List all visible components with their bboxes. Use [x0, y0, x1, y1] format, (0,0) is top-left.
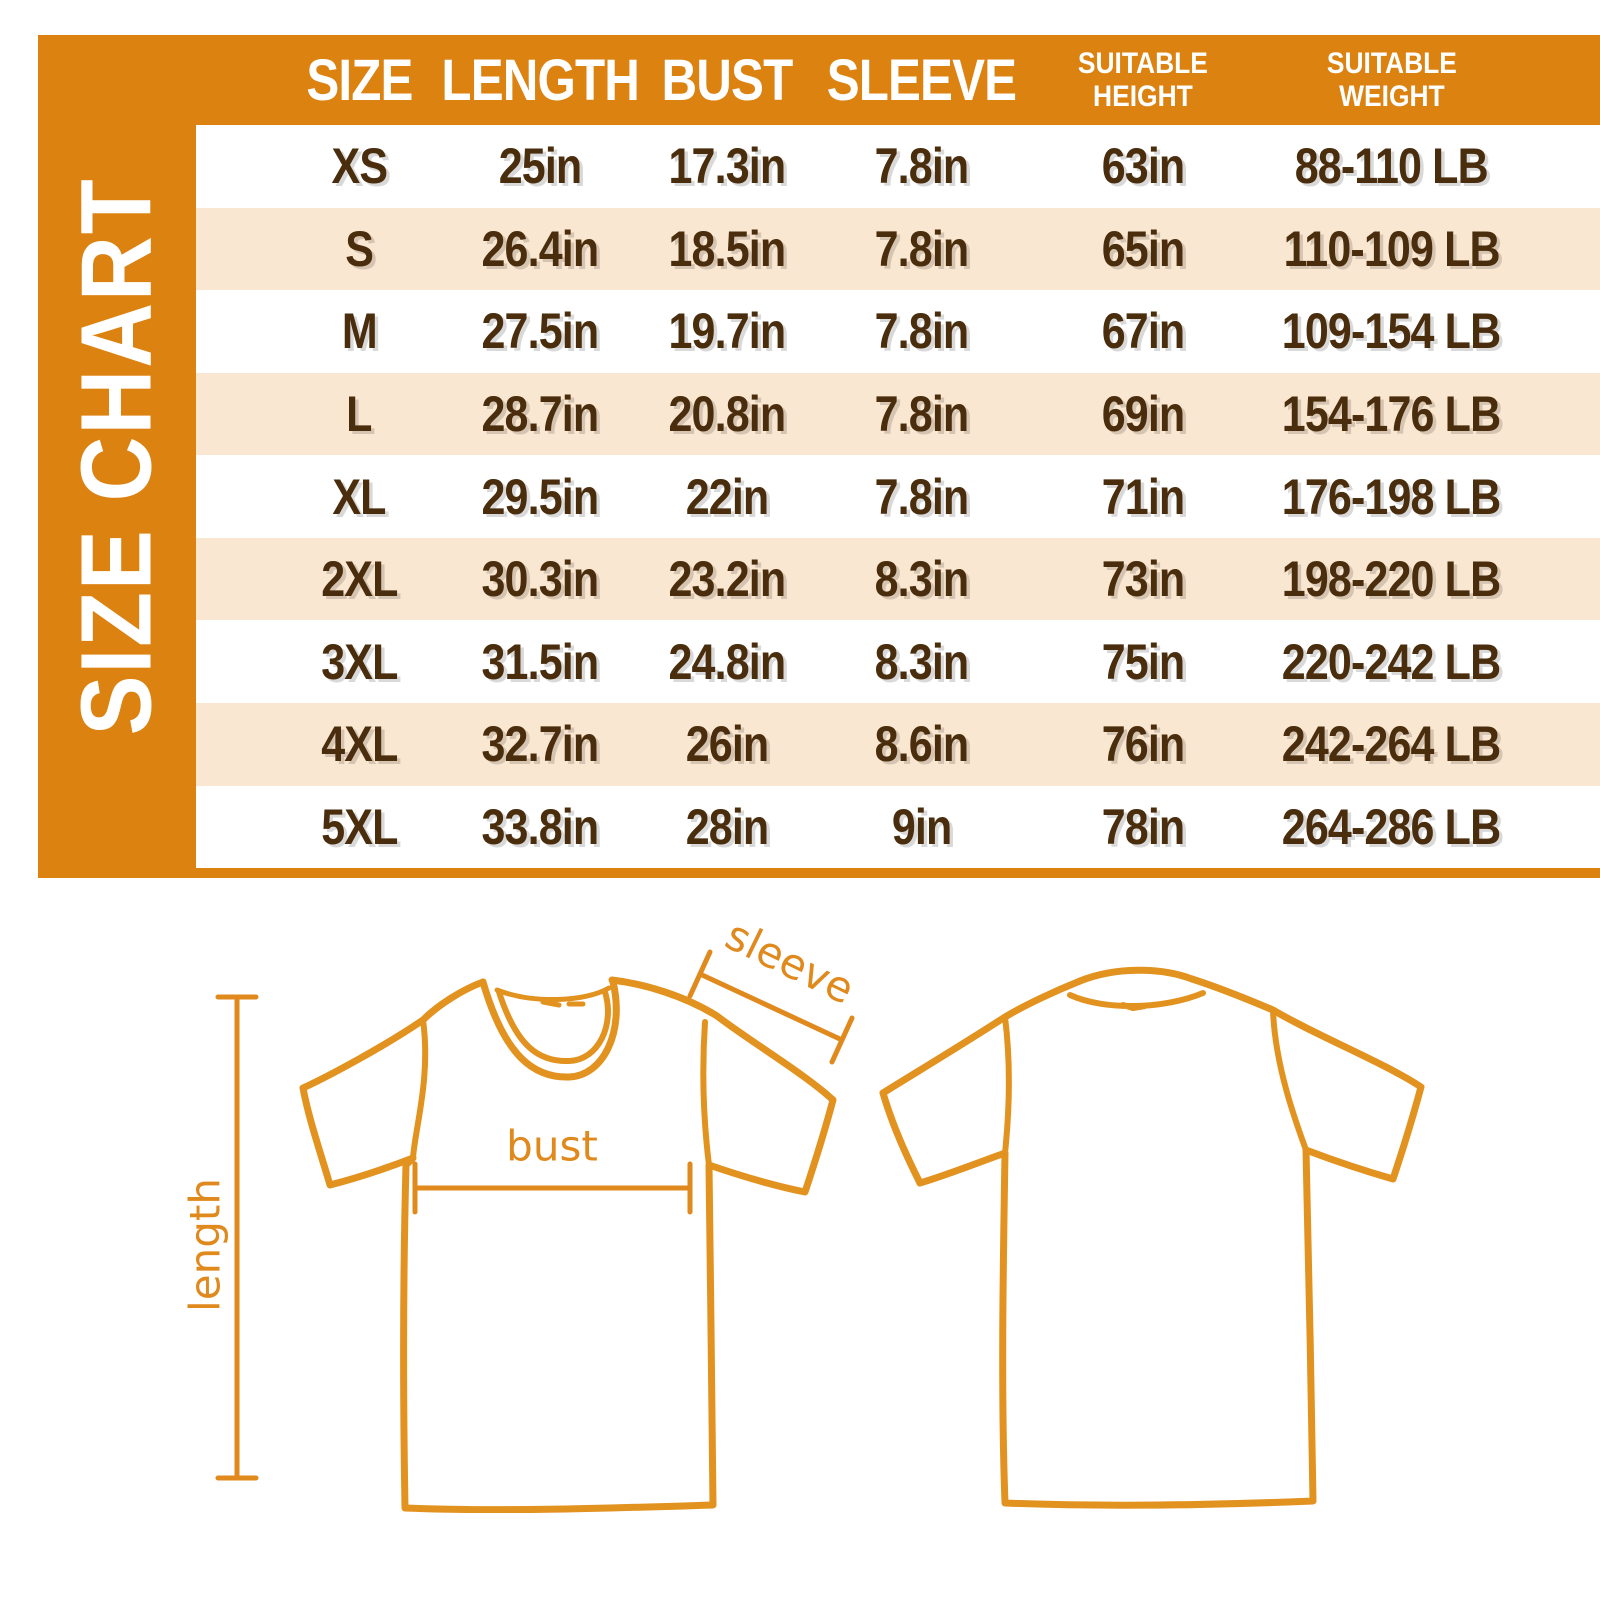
- height-cell: 65in: [1101, 220, 1185, 277]
- sleeve-cell: 7.8in: [874, 220, 970, 277]
- weight-cell: 198-220 LB: [1282, 551, 1501, 608]
- length-cell: 32.7in: [481, 716, 600, 773]
- size-cell: 2XL: [321, 551, 398, 608]
- bust-cell: 24.8in: [668, 633, 786, 690]
- size-cell: S: [345, 220, 374, 277]
- front-armhole-seam-right: [700, 1019, 712, 1168]
- page-title: SIZE CHART: [60, 177, 173, 736]
- weight-cell: 154-176 LB: [1282, 385, 1501, 442]
- column-header-suitable-height: SUITABLE HEIGHT: [1077, 47, 1208, 113]
- front-collar-inner: [496, 989, 611, 1065]
- bust-cell: 20.8in: [668, 385, 786, 442]
- back-collar-band-top: [1076, 966, 1196, 985]
- sleeve-cell: 8.6in: [874, 716, 970, 773]
- front-outline: [299, 976, 837, 1513]
- weight-cell: 242-264 LB: [1282, 716, 1501, 773]
- weight-cell: 109-154 LB: [1282, 303, 1501, 360]
- height-cell: 69in: [1101, 385, 1185, 442]
- column-header-length: LENGTH: [441, 47, 639, 113]
- table-row-s: S 26.4in 18.5in 7.8in 65in 110-109 LB: [196, 207, 1600, 291]
- length-cell: 33.8in: [481, 798, 600, 855]
- size-cell: M: [341, 303, 378, 360]
- table-row-4xl: 4XL 32.7in 26in 8.6in 76in 242-264 LB: [196, 702, 1600, 786]
- table-row-l: L 28.7in 20.8in 7.8in 69in 154-176 LB: [196, 372, 1600, 456]
- back-armhole-seam-left: [1002, 1014, 1012, 1156]
- size-table: SIZE LENGTH BUST SLEEVE SUITABLE HEIGHT S…: [196, 35, 1600, 878]
- bust-label: bust: [506, 1121, 598, 1171]
- weight-cell: 264-286 LB: [1282, 798, 1501, 855]
- sleeve-cell: 7.8in: [874, 385, 970, 442]
- bust-cell: 22in: [685, 468, 768, 525]
- size-cell: 4XL: [321, 716, 398, 773]
- sleeve-cell: 8.3in: [874, 551, 970, 608]
- weight-cell: 220-242 LB: [1282, 633, 1501, 690]
- column-header-sleeve: SLEEVE: [827, 47, 1017, 113]
- front-collar-outer: [479, 978, 620, 1081]
- table-header-row: SIZE LENGTH BUST SLEEVE SUITABLE HEIGHT S…: [196, 35, 1600, 125]
- weight-cell: 110-109 LB: [1283, 220, 1500, 277]
- back-collar-band-bottom: [1067, 990, 1206, 1011]
- length-cell: 26.4in: [481, 220, 600, 277]
- height-cell: 76in: [1101, 716, 1185, 773]
- size-cell: XS: [331, 138, 388, 195]
- sleeve-cell: 8.3in: [874, 633, 970, 690]
- bust-cell: 26in: [685, 716, 768, 773]
- size-cell: L: [346, 385, 372, 442]
- height-cell: 71in: [1101, 468, 1185, 525]
- table-body: XS 25in 17.3in 7.8in 63in 88-110 LB S 26…: [196, 125, 1600, 869]
- length-cell: 27.5in: [481, 303, 600, 360]
- bust-cell: 28in: [685, 798, 768, 855]
- tshirt-back-drawing: [879, 966, 1425, 1509]
- length-cell: 28.7in: [481, 385, 600, 442]
- sleeve-cell: 7.8in: [874, 303, 970, 360]
- size-chart-block: SIZE CHART SIZE LENGTH BUST SLEEVE SUITA…: [38, 35, 1600, 878]
- back-armhole-seam-right: [1270, 1007, 1309, 1153]
- table-row-3xl: 3XL 31.5in 24.8in 8.3in 75in 220-242 LB: [196, 620, 1600, 703]
- size-cell: 5XL: [321, 798, 398, 855]
- length-cell: 29.5in: [481, 468, 600, 525]
- bust-cell: 23.2in: [668, 551, 786, 608]
- sidebar: SIZE CHART: [38, 35, 196, 878]
- table-row-xl: XL 29.5in 22in 7.8in 71in 176-198 LB: [196, 455, 1600, 538]
- bust-cell: 19.7in: [668, 303, 786, 360]
- height-cell: 67in: [1101, 303, 1185, 360]
- column-header-bust: BUST: [661, 47, 793, 113]
- length-label: length: [180, 1178, 230, 1312]
- size-cell: XL: [332, 468, 387, 525]
- height-cell: 73in: [1101, 551, 1185, 608]
- front-armhole-seam-left: [410, 1017, 429, 1161]
- sleeve-cell: 7.8in: [874, 468, 970, 525]
- length-cell: 30.3in: [481, 551, 600, 608]
- height-cell: 78in: [1101, 798, 1185, 855]
- front-collar-top-line: [494, 985, 612, 1008]
- weight-cell: 176-198 LB: [1282, 468, 1501, 525]
- length-cell: 31.5in: [481, 633, 600, 690]
- size-cell: 3XL: [321, 633, 398, 690]
- sleeve-cell: 7.8in: [874, 138, 970, 195]
- column-header-size: SIZE: [306, 47, 413, 113]
- bust-cell: 18.5in: [668, 220, 786, 277]
- height-cell: 75in: [1101, 633, 1185, 690]
- table-row-5xl: 5XL 33.8in 28in 9in 78in 264-286 LB: [196, 785, 1600, 869]
- table-row-2xl: 2XL 30.3in 23.2in 8.3in 73in 198-220 LB: [196, 537, 1600, 621]
- table-row-xs: XS 25in 17.3in 7.8in 63in 88-110 LB: [196, 125, 1600, 208]
- tshirt-front-drawing: [299, 976, 837, 1513]
- table-row-m: M 27.5in 19.7in 7.8in 67in 109-154 LB: [196, 290, 1600, 373]
- back-outline: [879, 975, 1425, 1509]
- height-cell: 63in: [1101, 138, 1185, 195]
- bust-cell: 17.3in: [668, 138, 786, 195]
- sleeve-cell: 9in: [892, 798, 952, 855]
- column-header-suitable-weight: SUITABLE WEIGHT: [1326, 47, 1457, 113]
- weight-cell: 88-110 LB: [1294, 138, 1489, 195]
- length-cell: 25in: [498, 138, 582, 195]
